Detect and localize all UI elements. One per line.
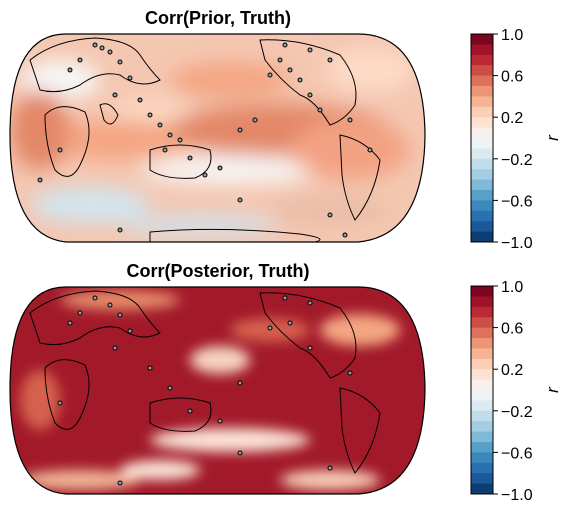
colorbar-tick-label: −1.0 bbox=[501, 487, 533, 504]
colorbar-level bbox=[471, 54, 493, 66]
colorbar-level bbox=[471, 306, 493, 318]
colorbar-tick-label: 0.2 bbox=[501, 110, 523, 127]
map-posterior bbox=[10, 287, 425, 494]
colorbar-tick-label: 0.6 bbox=[501, 321, 523, 338]
colorbar-level bbox=[471, 179, 493, 191]
colorbar-level bbox=[471, 421, 493, 433]
correlation-field-prior bbox=[10, 48, 415, 235]
colorbar-prior-frame bbox=[470, 33, 494, 243]
colorbar-level bbox=[471, 75, 493, 87]
colorbar-posterior: 1.0 0.6 0.2 −0.2 −0.6 −1.0 r bbox=[470, 279, 562, 504]
panel-prior: Corr(Prior, Truth) bbox=[9, 8, 426, 243]
colorbar-level bbox=[471, 483, 493, 495]
colorbar-level bbox=[471, 317, 493, 329]
colorbar-level bbox=[471, 34, 493, 45]
colorbar-level bbox=[471, 410, 493, 422]
colorbar-tick-label: 0.2 bbox=[501, 362, 523, 379]
coastlines-prior bbox=[29, 37, 381, 242]
panel-posterior: Corr(Posterior, Truth) bbox=[9, 261, 426, 495]
colorbar-posterior-label: r bbox=[543, 386, 562, 393]
map-outline-posterior bbox=[9, 286, 426, 495]
colorbar-prior-ticks: 1.0 0.6 0.2 −0.2 −0.6 −1.0 bbox=[493, 27, 533, 252]
colorbar-tick-label: 1.0 bbox=[501, 27, 523, 44]
colorbar-tick-label: −0.2 bbox=[501, 404, 533, 421]
colorbar-level bbox=[471, 338, 493, 349]
colorbar-tick-label: −1.0 bbox=[501, 235, 533, 252]
colorbar-prior: 1.0 0.6 0.2 −0.2 −0.6 −1.0 r bbox=[470, 27, 562, 252]
colorbar-level bbox=[471, 390, 493, 401]
colorbar-tick-label: 1.0 bbox=[501, 279, 523, 296]
colorbar-level bbox=[471, 221, 493, 233]
colorbar-level bbox=[471, 96, 493, 108]
panel-title-posterior: Corr(Posterior, Truth) bbox=[126, 261, 309, 281]
colorbar-posterior-segments bbox=[471, 286, 493, 495]
colorbar-level bbox=[471, 348, 493, 360]
colorbar-level bbox=[471, 369, 493, 381]
colorbar-posterior-ticks: 1.0 0.6 0.2 −0.2 −0.6 −1.0 bbox=[493, 279, 533, 504]
map-outline-prior bbox=[9, 33, 426, 243]
colorbar-tick-label: −0.6 bbox=[501, 445, 533, 462]
colorbar-level bbox=[471, 138, 493, 149]
colorbar-level bbox=[471, 462, 493, 474]
colorbar-level bbox=[471, 431, 493, 443]
colorbar-level bbox=[471, 148, 493, 160]
colorbar-prior-label: r bbox=[543, 134, 562, 141]
colorbar-level bbox=[471, 379, 493, 391]
proxy-markers-prior bbox=[37, 42, 373, 238]
colorbar-level bbox=[471, 210, 493, 222]
correlation-field-posterior bbox=[20, 290, 400, 490]
colorbar-prior-segments bbox=[471, 34, 493, 243]
colorbar-level bbox=[471, 327, 493, 339]
colorbar-level bbox=[471, 65, 493, 77]
proxy-markers-posterior bbox=[57, 295, 353, 486]
colorbar-tick-label: 0.6 bbox=[501, 69, 523, 86]
colorbar-level bbox=[471, 400, 493, 412]
field-background-posterior bbox=[10, 287, 425, 494]
coastlines-posterior bbox=[29, 290, 381, 474]
colorbar-tick-label: −0.2 bbox=[501, 152, 533, 169]
panel-title-prior: Corr(Prior, Truth) bbox=[145, 8, 291, 28]
colorbar-level bbox=[471, 106, 493, 118]
colorbar-level bbox=[471, 117, 493, 129]
map-prior bbox=[10, 34, 425, 242]
colorbar-level bbox=[471, 231, 493, 243]
colorbar-level bbox=[471, 86, 493, 97]
colorbar-level bbox=[471, 286, 493, 297]
colorbar-posterior-frame bbox=[470, 285, 494, 495]
colorbar-level bbox=[471, 442, 493, 453]
colorbar-level bbox=[471, 452, 493, 464]
colorbar-tick-label: −0.6 bbox=[501, 193, 533, 210]
colorbar-level bbox=[471, 158, 493, 170]
colorbar-level bbox=[471, 473, 493, 485]
colorbar-level bbox=[471, 127, 493, 139]
colorbar-level bbox=[471, 44, 493, 56]
colorbar-level bbox=[471, 190, 493, 201]
colorbar-level bbox=[471, 296, 493, 308]
colorbar-level bbox=[471, 169, 493, 181]
colorbar-level bbox=[471, 200, 493, 212]
colorbar-level bbox=[471, 358, 493, 370]
